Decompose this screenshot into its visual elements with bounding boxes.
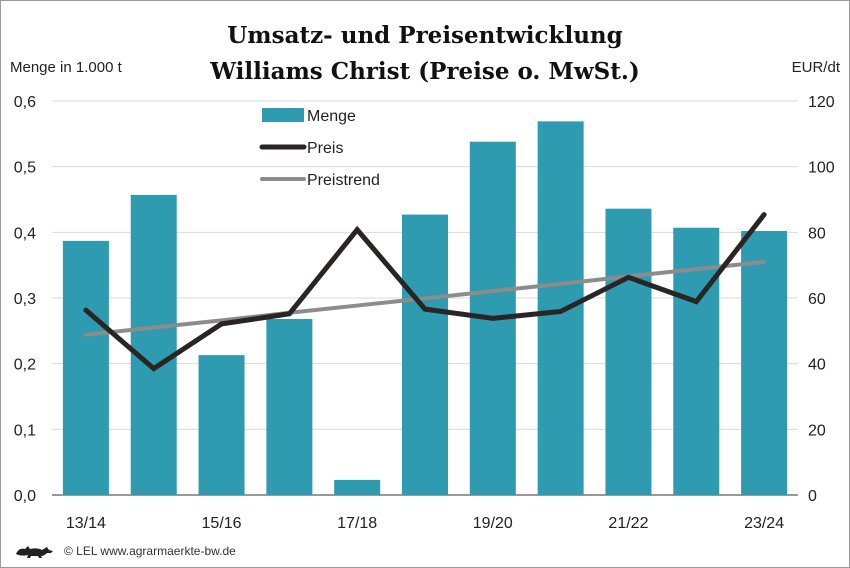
bar-menge: [266, 319, 313, 495]
y-right-tick-label: 60: [808, 291, 826, 308]
bar-menge: [537, 121, 584, 496]
legend: Menge Preis Preistrend: [259, 108, 380, 189]
y-right-tick-label: 100: [808, 160, 835, 177]
bar-menge: [334, 479, 381, 495]
bar-menge: [62, 240, 109, 495]
lion-emblem-icon: [16, 546, 53, 558]
bar-menge: [402, 214, 448, 495]
bar-menge: [130, 194, 177, 496]
footer-copyright: © LEL www.agrarmaerkte-bw.de: [64, 544, 236, 558]
y-left-tick-label: 0,1: [14, 422, 36, 439]
legend-swatch-bar: [262, 108, 304, 122]
y-axis-left-label: Menge in 1.000 t: [10, 59, 122, 76]
x-tick-label: 21/22: [608, 515, 648, 532]
footer: © LEL www.agrarmaerkte-bw.de: [14, 540, 236, 562]
bar-menge: [605, 208, 652, 495]
y-left-tick-label: 0,0: [14, 488, 36, 505]
line-series-preistrend: [83, 259, 767, 337]
y-right-tick-label: 120: [808, 94, 835, 111]
x-tick-label: 23/24: [744, 515, 784, 532]
bar-menge: [741, 231, 788, 495]
y-left-tick-label: 0,5: [14, 160, 36, 177]
x-axis: 13/14 15/16 17/18 19/20 21/22 23/24: [66, 515, 784, 532]
y-right-tick-label: 40: [808, 357, 826, 374]
x-tick-label: 19/20: [473, 515, 513, 532]
y-left-tick-label: 0,6: [14, 94, 36, 111]
legend-label: Menge: [307, 108, 356, 125]
y-left-tick-label: 0,3: [14, 291, 36, 308]
x-tick-label: 13/14: [66, 515, 106, 532]
x-tick-label: 17/18: [337, 515, 377, 532]
chart-subtitle: Williams Christ (Preise o. MwSt.): [210, 58, 640, 85]
x-tick-label: 15/16: [202, 515, 242, 532]
legend-label: Preis: [307, 140, 343, 157]
y-axis-right: 0 20 40 60 80 100 120: [808, 94, 835, 505]
y-axis-left: 0,0 0,1 0,2 0,3 0,4 0,5 0,6: [14, 94, 36, 505]
y-right-tick-label: 80: [808, 225, 826, 242]
line-series: [83, 212, 767, 372]
legend-label: Preistrend: [307, 172, 380, 189]
y-right-tick-label: 20: [808, 422, 826, 439]
chart-title: Umsatz- und Preisentwicklung: [227, 22, 623, 49]
y-axis-right-label: EUR/dt: [791, 59, 840, 76]
y-right-tick-label: 0: [808, 488, 817, 505]
y-left-tick-label: 0,2: [14, 357, 36, 374]
bar-menge: [198, 355, 245, 495]
line-series-preis: [83, 212, 767, 372]
y-left-tick-label: 0,4: [14, 225, 36, 242]
